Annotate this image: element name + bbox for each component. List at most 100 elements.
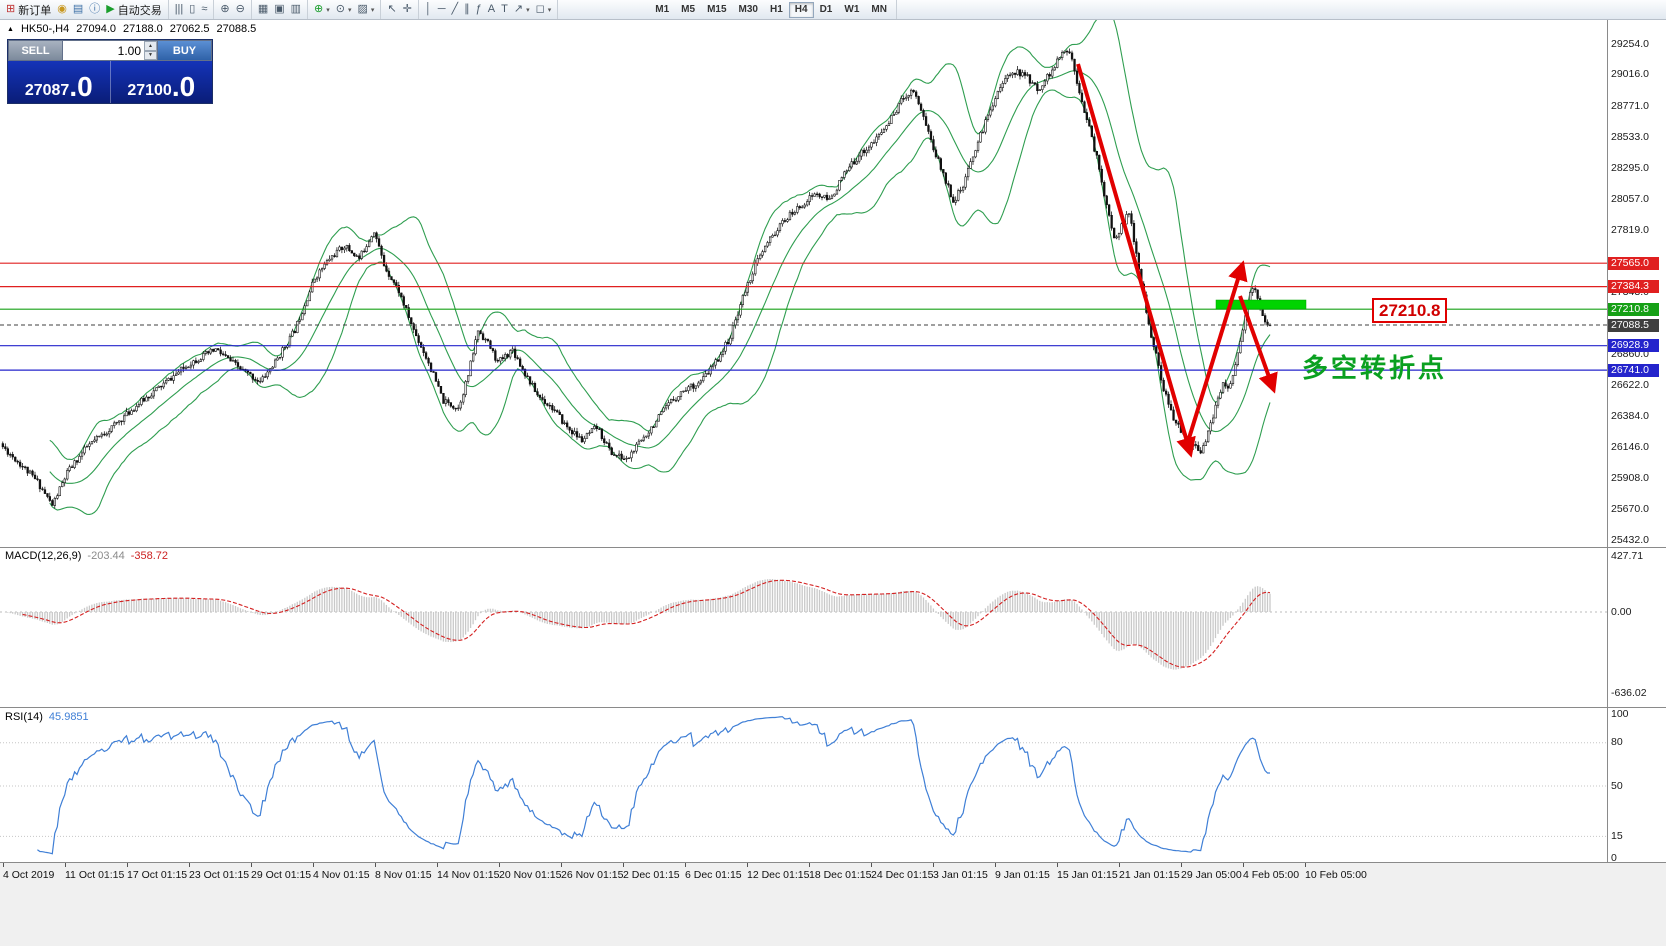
cascade-windows-button[interactable]: ▣ — [271, 1, 287, 18]
data-window-button[interactable]: ⓘ — [86, 1, 103, 18]
rsi-scale-tick: 100 — [1611, 707, 1629, 720]
time-label: 11 Oct 01:15 — [65, 869, 125, 881]
price-axis-separator — [1607, 19, 1608, 862]
toolbar-group-trade: ⊞ 新订单 ◉ ▤ ⓘ ▶ 自动交易 — [0, 0, 169, 19]
charts-grid-button[interactable]: ▤ — [70, 1, 86, 18]
time-label: 29 Oct 01:15 — [251, 869, 312, 881]
toolbar-group-templates: ⊕ ▾ ⊙ ▾ ▨ ▾ — [308, 0, 382, 19]
note-annotation[interactable]: 多空转折点 — [1302, 353, 1448, 383]
time-axis[interactable]: 4 Oct 2019 11 Oct 01:15 17 Oct 01:15 23 Oct… — [0, 862, 1666, 946]
toolbar-group-timeframes: M1 M5 M15 M30 H1 H4 D1 W1 MN — [646, 0, 897, 19]
trendline-icon: ╱ — [451, 3, 459, 15]
price-axis[interactable]: 29254.0 29016.0 28771.0 28533.0 28295.0 28057… — [1608, 19, 1666, 864]
rsi-pane — [0, 716, 1607, 855]
arrows-button[interactable]: ↗ ▾ — [511, 1, 533, 18]
bollinger-bands — [49, 9, 1271, 515]
period-selector-button[interactable]: ⊙ ▾ — [333, 1, 355, 18]
candlestick-chart-button[interactable]: ▯ — [186, 1, 198, 18]
time-label: 4 Feb 05:00 — [1243, 869, 1300, 881]
toolbar-group-zoom: ⊕ ⊖ — [214, 0, 252, 19]
shapes-button-dropdown-icon[interactable]: ▾ — [547, 6, 552, 14]
fibonacci-button[interactable]: ƒ — [473, 1, 485, 18]
volume-up-button[interactable]: ▲ — [144, 41, 157, 51]
period-selector-button-dropdown-icon[interactable]: ▾ — [348, 6, 352, 14]
trendline-button[interactable]: ╱ — [449, 1, 462, 18]
price-annotation[interactable]: 27210.8 — [1372, 298, 1448, 323]
timeframe-m1-button[interactable]: M1 — [649, 2, 675, 18]
arrows-button-dropdown-icon[interactable]: ▾ — [526, 6, 530, 14]
price-tick: 28057.0 — [1611, 192, 1649, 205]
time-tick — [1119, 863, 1120, 867]
price-tick: 28295.0 — [1611, 161, 1649, 174]
vertical-line-button[interactable]: │ — [422, 1, 435, 18]
period-selector-icon: ⊙ — [335, 3, 345, 15]
autotrade-button[interactable]: ▶ 自动交易 — [103, 1, 164, 18]
drawn-annotations[interactable] — [1076, 63, 1307, 458]
sell-button[interactable]: SELL — [8, 40, 63, 61]
shapes-button[interactable]: ◻ ▾ — [533, 1, 555, 18]
add-indicator-button-dropdown-icon[interactable]: ▾ — [326, 6, 330, 14]
template-button[interactable]: ▨ ▾ — [355, 1, 378, 18]
time-tick — [127, 863, 128, 867]
label-button[interactable]: T — [498, 1, 511, 18]
template-icon: ▨ — [357, 3, 368, 15]
timeframe-m30-button[interactable]: M30 — [733, 2, 764, 18]
zoom-in-button[interactable]: ⊕ — [217, 1, 232, 18]
arrange-windows-button[interactable]: ▥ — [288, 1, 304, 18]
horizontal-line-button[interactable]: ─ — [435, 1, 449, 18]
timeframe-mn-button[interactable]: MN — [865, 2, 893, 18]
pane-separator-rsi[interactable] — [0, 707, 1666, 708]
volume-stepper[interactable]: 1.00 ▲ ▼ — [63, 40, 157, 61]
timeframe-h1-button[interactable]: H1 — [764, 2, 789, 18]
timeframe-m5-button[interactable]: M5 — [675, 2, 701, 18]
text-button[interactable]: A — [485, 1, 498, 18]
new-order-button[interactable]: ⊞ 新订单 — [3, 1, 54, 18]
rsi-scale-tick: 50 — [1611, 779, 1623, 792]
line-chart-button[interactable]: ≈ — [198, 1, 210, 18]
price-tick: 25432.0 — [1611, 533, 1649, 546]
channel-button[interactable]: ∥ — [461, 1, 473, 18]
buy-price[interactable]: 27100 .0 — [109, 61, 213, 103]
horizontal-line-icon: ─ — [437, 3, 446, 15]
candlestick-chart-icon: ▯ — [189, 3, 196, 15]
timeframe-m15-button[interactable]: M15 — [701, 2, 732, 18]
zoom-out-button[interactable]: ⊖ — [233, 1, 248, 18]
time-label: 29 Jan 05:00 — [1181, 869, 1242, 881]
tile-windows-icon: ▦ — [257, 3, 269, 15]
template-button-dropdown-icon[interactable]: ▾ — [370, 6, 375, 14]
price-tick: 28533.0 — [1611, 131, 1649, 144]
tile-windows-button[interactable]: ▦ — [255, 1, 271, 18]
crosshair-button[interactable]: ✛ — [400, 1, 415, 18]
buy-button[interactable]: BUY — [157, 40, 212, 61]
macd-label: MACD(12,26,9) -203.44 -358.72 — [5, 550, 168, 562]
pane-separator-macd[interactable] — [0, 547, 1666, 548]
zoom-in-icon: ⊕ — [220, 3, 230, 15]
current-price-badge: 27088.5 — [1608, 318, 1659, 332]
timeframe-d1-button[interactable]: D1 — [814, 2, 839, 18]
timeframe-w1-button[interactable]: W1 — [838, 2, 865, 18]
deposit-icon-button[interactable]: ◉ — [54, 1, 70, 18]
toolbar-group-cursor: ↖ ✛ — [381, 0, 419, 19]
time-label: 14 Nov 01:15 — [437, 869, 500, 881]
high-value: 27188.0 — [123, 23, 163, 35]
time-label: 12 Dec 01:15 — [747, 869, 810, 881]
bar-chart-button[interactable]: ||| — [172, 1, 187, 18]
cursor-button[interactable]: ↖ — [384, 1, 399, 18]
volume-down-button[interactable]: ▼ — [144, 50, 157, 60]
time-label: 2 Dec 01:15 — [623, 869, 680, 881]
sell-price-main: 27087 — [24, 82, 70, 99]
time-tick — [1243, 863, 1244, 867]
time-tick — [3, 863, 4, 867]
arrange-windows-icon: ▥ — [290, 3, 302, 15]
price-tick: 25908.0 — [1611, 471, 1649, 484]
macd-signal-value: -358.72 — [130, 550, 169, 562]
collapse-chart-icon[interactable]: ▲ — [7, 25, 14, 33]
sell-price[interactable]: 27087 .0 — [8, 61, 110, 103]
time-tick — [933, 863, 934, 867]
zoom-out-icon: ⊖ — [235, 3, 245, 15]
autotrade-button-label: 自动交易 — [117, 4, 162, 17]
time-tick — [437, 863, 438, 867]
timeframe-h4-button[interactable]: H4 — [788, 1, 814, 18]
add-indicator-button[interactable]: ⊕ ▾ — [311, 1, 333, 18]
